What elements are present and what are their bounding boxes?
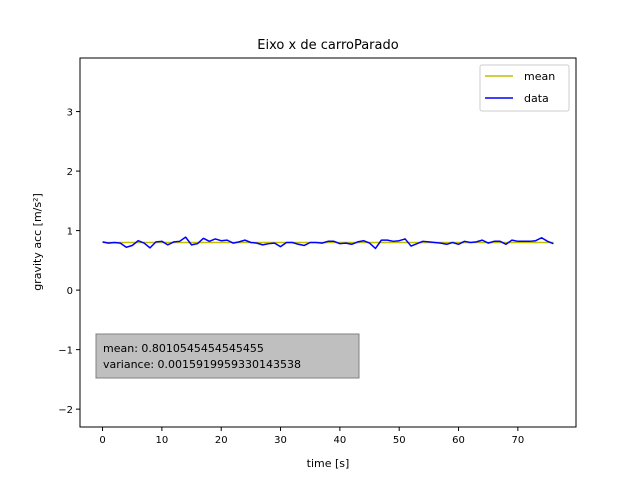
y-tick-label: 0 (67, 286, 73, 297)
annotation-mean: mean: 0.8010545454545455 (103, 342, 264, 355)
y-tick-label: −1 (58, 346, 73, 357)
annotation-box (95, 333, 360, 379)
annotation-variance: variance: 0.0015919959330143538 (103, 358, 301, 371)
series-layer (102, 236, 554, 250)
legend-data-label: data (524, 92, 549, 105)
x-tick-label: 60 (452, 435, 465, 446)
x-tick-label: 40 (333, 435, 346, 446)
x-tick-label: 30 (274, 435, 287, 446)
x-tick-label: 70 (511, 435, 524, 446)
y-axis-label: gravity acc [m/s²] (31, 193, 44, 291)
y-tick-label: −2 (58, 405, 73, 416)
x-tick-label: 20 (215, 435, 228, 446)
x-axis: 0 10 20 30 40 50 60 70 (99, 427, 524, 446)
x-tick-label: 50 (393, 435, 406, 446)
plot-frame (79, 57, 577, 428)
x-axis-label: time [s] (307, 457, 350, 470)
x-tick-label: 10 (156, 435, 169, 446)
chart-title: Eixo x de carroParado (257, 38, 398, 53)
y-axis: −2 −1 0 1 2 3 (58, 108, 80, 416)
x-tick-label: 0 (99, 435, 105, 446)
series-line-data (102, 236, 554, 250)
legend-mean-label: mean (524, 70, 555, 83)
y-tick-label: 3 (67, 108, 73, 119)
stats-annotation: mean: 0.8010545454545455 variance: 0.001… (95, 333, 360, 379)
y-tick-label: 1 (67, 227, 73, 238)
legend: mean data (479, 64, 570, 112)
y-tick-label: 2 (67, 167, 73, 178)
